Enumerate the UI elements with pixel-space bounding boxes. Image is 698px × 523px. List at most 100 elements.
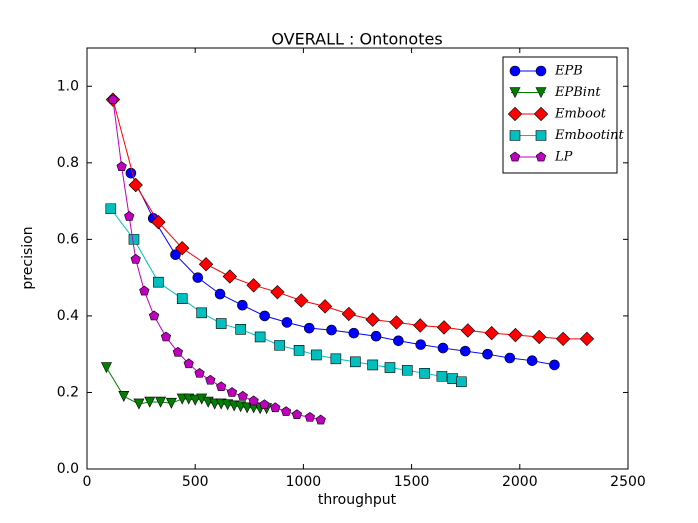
marker — [151, 214, 166, 230]
marker — [259, 399, 270, 410]
marker — [456, 376, 467, 388]
marker — [176, 293, 188, 304]
marker — [226, 387, 238, 397]
marker — [303, 322, 315, 334]
marker — [415, 339, 426, 350]
x-tick-label: 1000 — [286, 474, 322, 490]
marker — [194, 367, 205, 378]
marker — [172, 346, 183, 357]
x-tick-label: 1500 — [394, 474, 430, 490]
marker — [280, 406, 292, 416]
marker — [311, 349, 322, 361]
marker — [254, 331, 266, 343]
marker — [508, 327, 523, 343]
marker — [215, 318, 227, 329]
marker — [459, 345, 471, 357]
marker — [237, 299, 248, 311]
marker — [348, 327, 360, 339]
marker — [148, 310, 160, 321]
legend-marker — [509, 130, 521, 141]
marker — [526, 355, 538, 366]
marker — [128, 234, 140, 245]
legend-label: EPBint — [554, 85, 601, 100]
marker — [107, 94, 119, 105]
y-axis-label: precision — [20, 226, 36, 289]
marker — [235, 324, 246, 335]
marker — [365, 312, 380, 327]
marker — [124, 211, 135, 221]
marker — [205, 374, 216, 385]
marker — [330, 353, 342, 365]
marker — [419, 368, 430, 379]
marker — [105, 203, 117, 215]
x-tick-label: 0 — [83, 474, 92, 490]
marker — [216, 381, 227, 392]
marker — [532, 329, 547, 345]
marker — [155, 396, 167, 408]
y-tick-label: 0.0 — [57, 461, 79, 477]
marker — [384, 362, 396, 373]
plot-frame — [86, 47, 629, 470]
marker — [549, 359, 560, 371]
legend-marker — [533, 106, 549, 122]
marker — [437, 342, 449, 354]
legend-label: EPB — [554, 64, 583, 79]
marker — [248, 395, 259, 406]
marker — [237, 390, 248, 401]
marker — [317, 299, 333, 314]
legend-marker — [509, 87, 521, 99]
legend-marker — [507, 106, 523, 122]
marker — [165, 397, 177, 409]
marker — [246, 278, 261, 293]
legend-box — [502, 56, 618, 174]
marker — [100, 362, 112, 374]
marker — [183, 358, 194, 369]
marker — [270, 402, 281, 413]
marker — [125, 167, 137, 179]
marker — [259, 310, 270, 322]
marker — [504, 352, 516, 364]
marker — [293, 345, 305, 356]
legend-label: LP — [554, 150, 573, 165]
marker — [192, 272, 204, 283]
legend-marker — [535, 151, 547, 162]
marker — [555, 331, 571, 347]
marker — [294, 293, 309, 308]
legend-marker — [509, 65, 521, 77]
marker — [189, 394, 201, 406]
legend-label: Emboot — [554, 107, 607, 122]
y-tick-label: 0.4 — [57, 308, 79, 324]
marker — [160, 331, 172, 342]
marker — [270, 285, 285, 300]
legend-label: Embootint — [554, 128, 625, 143]
marker — [170, 249, 181, 260]
marker — [133, 398, 145, 410]
marker — [484, 325, 499, 341]
marker — [281, 317, 293, 328]
marker — [274, 340, 285, 351]
marker — [350, 356, 361, 368]
series-line — [112, 99, 321, 421]
marker — [460, 323, 476, 338]
marker — [367, 359, 378, 371]
marker — [315, 414, 326, 425]
marker — [118, 390, 130, 402]
marker — [214, 288, 226, 300]
marker — [579, 331, 595, 347]
marker — [175, 240, 190, 256]
marker — [370, 330, 382, 342]
marker — [144, 396, 156, 408]
marker — [341, 306, 357, 322]
x-tick-label: 2500 — [610, 474, 646, 490]
marker — [482, 348, 493, 360]
marker — [393, 335, 404, 347]
marker — [153, 276, 164, 288]
marker — [389, 315, 404, 330]
marker — [139, 285, 150, 296]
marker — [401, 364, 413, 376]
y-tick-label: 1.0 — [57, 78, 79, 94]
x-tick-label: 2000 — [502, 474, 538, 490]
legend-marker — [535, 87, 547, 99]
x-axis-label: throughput — [318, 492, 397, 508]
